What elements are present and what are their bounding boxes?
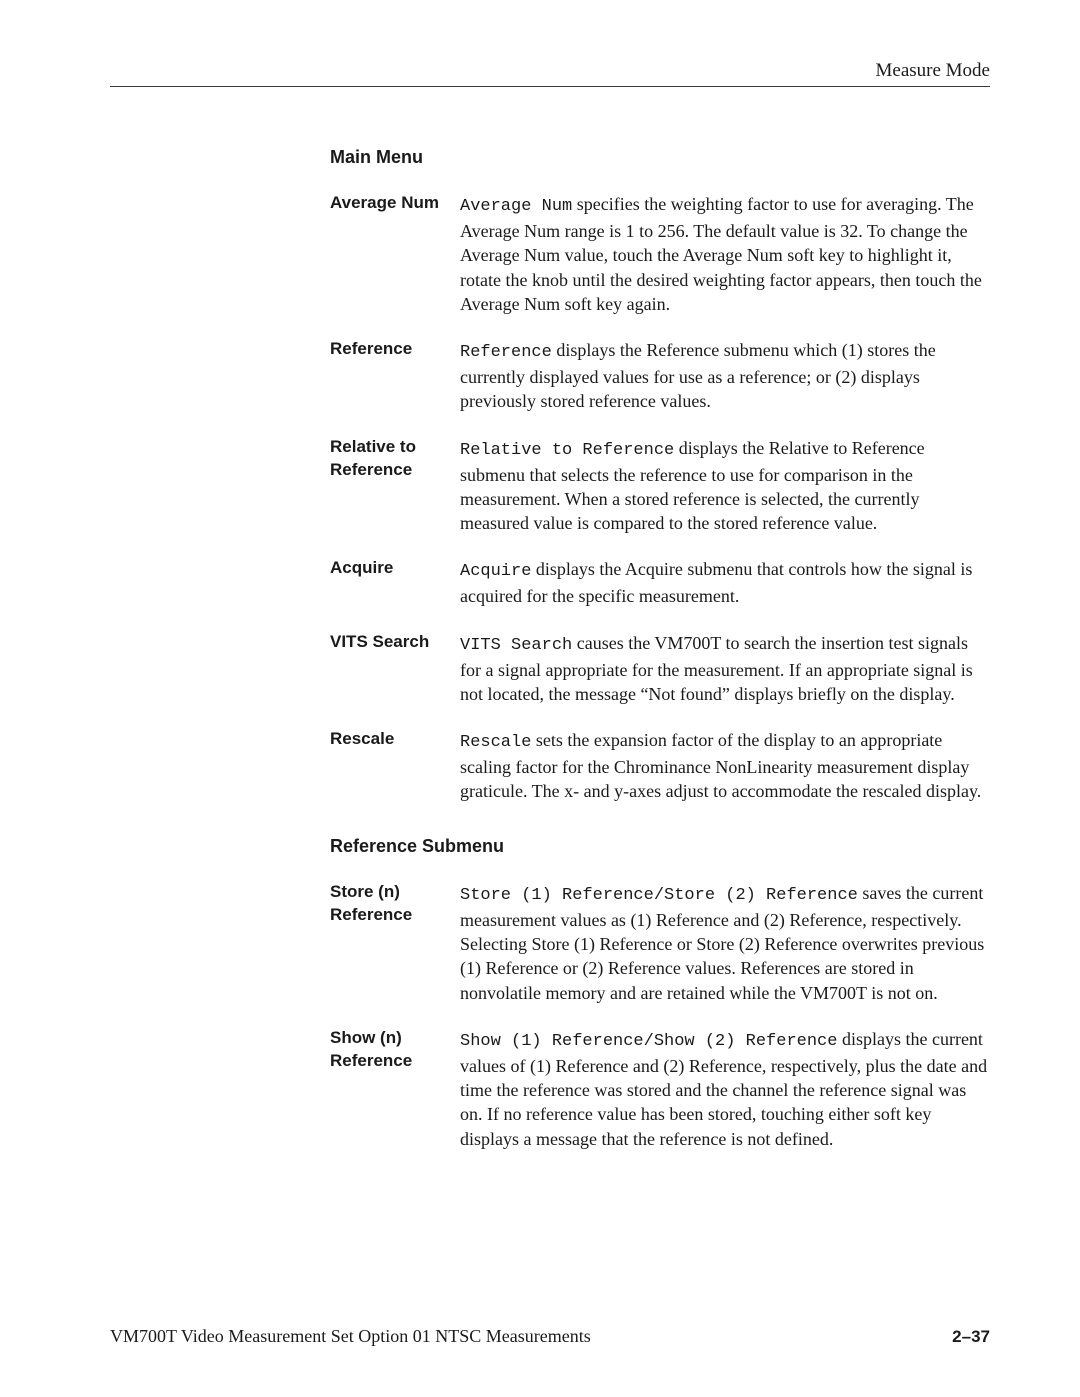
term-store-n-reference: Store (n) Reference <box>330 881 460 927</box>
desc-acquire: Acquire displays the Acquire submenu tha… <box>460 557 990 608</box>
section-reference-submenu-title: Reference Submenu <box>330 836 990 857</box>
footer-page-number: 2–37 <box>952 1327 990 1347</box>
desc-rescale: Rescale sets the expansion factor of the… <box>460 728 990 804</box>
page-content: Main Menu Average Num Average Num specif… <box>330 147 990 1151</box>
rest-rescale: sets the expansion factor of the display… <box>460 730 981 801</box>
entry-relative-to-reference: Relative to Reference Relative to Refere… <box>330 436 990 536</box>
entry-acquire: Acquire Acquire displays the Acquire sub… <box>330 557 990 608</box>
lead-show-n-reference: Show (1) Reference/Show (2) Reference <box>460 1032 837 1051</box>
term-reference: Reference <box>330 338 460 361</box>
term-relative-to-reference: Relative to Reference <box>330 436 460 482</box>
lead-relative-to-reference: Relative to Reference <box>460 441 674 460</box>
header-mode-label: Measure Mode <box>876 60 991 81</box>
desc-show-n-reference: Show (1) Reference/Show (2) Reference di… <box>460 1027 990 1151</box>
entry-vits-search: VITS Search VITS Search causes the VM700… <box>330 631 990 707</box>
rest-acquire: displays the Acquire submenu that contro… <box>460 559 972 606</box>
term-show-n-reference: Show (n) Reference <box>330 1027 460 1073</box>
entry-average-num: Average Num Average Num specifies the we… <box>330 192 990 316</box>
lead-vits-search: VITS Search <box>460 636 572 655</box>
term-rescale: Rescale <box>330 728 460 751</box>
footer-book-title: VM700T Video Measurement Set Option 01 N… <box>110 1326 591 1347</box>
desc-store-n-reference: Store (1) Reference/Store (2) Reference … <box>460 881 990 1005</box>
lead-rescale: Rescale <box>460 733 531 752</box>
desc-vits-search: VITS Search causes the VM700T to search … <box>460 631 990 707</box>
term-average-num: Average Num <box>330 192 460 215</box>
lead-average-num: Average Num <box>460 197 572 216</box>
term-vits-search: VITS Search <box>330 631 460 654</box>
entry-show-n-reference: Show (n) Reference Show (1) Reference/Sh… <box>330 1027 990 1151</box>
lead-store-n-reference: Store (1) Reference/Store (2) Reference <box>460 886 858 905</box>
page-footer: VM700T Video Measurement Set Option 01 N… <box>110 1326 990 1347</box>
desc-reference: Reference displays the Reference submenu… <box>460 338 990 414</box>
desc-relative-to-reference: Relative to Reference displays the Relat… <box>460 436 990 536</box>
section-main-menu-title: Main Menu <box>330 147 990 168</box>
lead-reference: Reference <box>460 343 552 362</box>
page-header: Measure Mode <box>110 60 990 87</box>
lead-acquire: Acquire <box>460 562 531 581</box>
entry-reference: Reference Reference displays the Referen… <box>330 338 990 414</box>
term-acquire: Acquire <box>330 557 460 580</box>
entry-rescale: Rescale Rescale sets the expansion facto… <box>330 728 990 804</box>
entry-store-n-reference: Store (n) Reference Store (1) Reference/… <box>330 881 990 1005</box>
desc-average-num: Average Num specifies the weighting fact… <box>460 192 990 316</box>
